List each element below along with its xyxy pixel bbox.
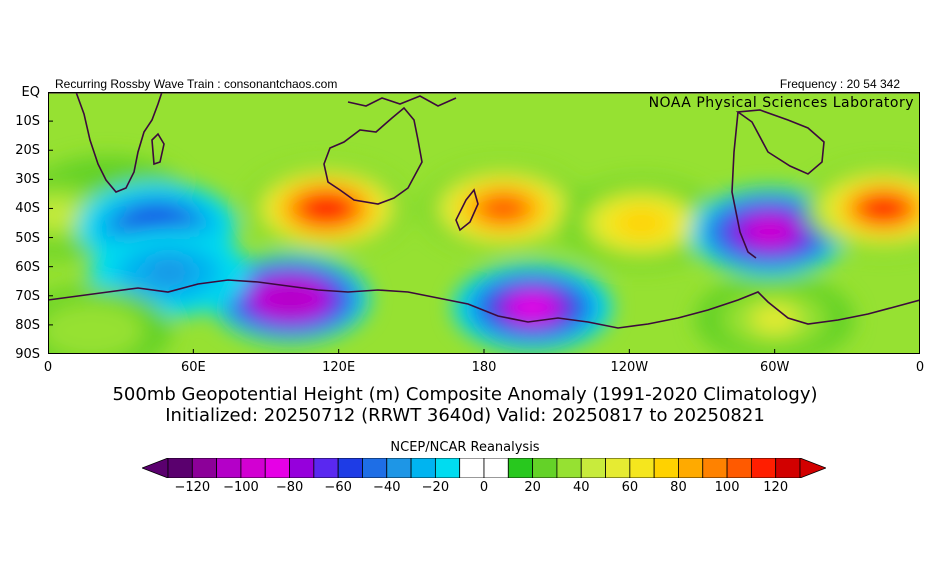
colorbar-swatch-11 <box>434 458 461 478</box>
new-zealand-coast <box>455 188 479 232</box>
antarctica-coast <box>48 279 920 329</box>
lat-label-70s: 70S <box>15 288 40 304</box>
header-left-text: Recurring Rossby Wave Train : consonantc… <box>55 77 338 91</box>
lon-label-3: 180 <box>471 360 497 375</box>
colorbar-swatch-6 <box>313 458 339 478</box>
colorbar-min-arrow <box>142 458 169 478</box>
lat-label-20s: 20S <box>15 143 40 159</box>
colorbar-swatch-15 <box>532 458 558 478</box>
indonesia-coast <box>347 95 457 107</box>
colorbar-label-5: −20 <box>421 480 450 495</box>
colorbar-swatch-16 <box>556 458 582 478</box>
map-title: 500mb Geopotential Height (m) Composite … <box>112 384 818 405</box>
colorbar-label-10: 80 <box>670 480 687 495</box>
colorbar-swatch-3 <box>240 458 266 478</box>
colorbar-label-7: 20 <box>524 480 541 495</box>
anomaly-center-6 <box>452 263 613 352</box>
colorbar-swatch-8 <box>362 458 388 478</box>
colorbar-label-8: 40 <box>572 480 590 495</box>
colorbar-label-11: 100 <box>714 480 740 495</box>
lon-label-1: 60E <box>180 360 206 375</box>
colorbar-label-6: 0 <box>479 480 489 495</box>
anomaly-center-3 <box>246 164 407 253</box>
colorbar-swatch-10 <box>410 458 436 478</box>
colorbar-swatch-23 <box>726 458 752 478</box>
colorbar-swatch-1 <box>191 458 218 478</box>
colorbar-swatch-18 <box>605 458 631 478</box>
madagascar-coast <box>151 132 165 166</box>
colorbar-swatch-21 <box>678 458 704 478</box>
colorbar-label-4: −40 <box>373 480 401 495</box>
map-valid-dates: Initialized: 20250712 (RRWT 3640d) Valid… <box>165 405 765 426</box>
colorbar-swatch-7 <box>337 458 363 478</box>
lon-label-2: 120E <box>322 360 356 375</box>
lat-label-90s: 90S <box>15 347 40 362</box>
colorbar-swatch-2 <box>216 458 242 478</box>
lat-label-10s: 10S <box>15 114 40 130</box>
colorbar-label-9: 60 <box>621 480 639 495</box>
colorbar-swatch-9 <box>386 458 412 478</box>
anomaly-center-5 <box>423 164 584 253</box>
colorbar-label-1: −100 <box>223 480 259 495</box>
colorbar-swatch-14 <box>507 458 534 478</box>
colorbar-swatch-25 <box>775 458 801 478</box>
colorbar-label-12: 120 <box>763 480 789 495</box>
africa-coast <box>75 92 163 193</box>
lon-label-0: 0 <box>43 360 53 375</box>
colorbar-swatch-17 <box>580 458 606 478</box>
lat-label-50s: 50S <box>15 230 40 246</box>
colorbar-swatch-24 <box>750 458 777 478</box>
colorbar-swatch-22 <box>702 458 728 478</box>
lat-label-60s: 60S <box>15 259 40 275</box>
lat-label-80s: 80S <box>15 317 40 333</box>
lat-label-40s: 40S <box>15 201 40 217</box>
south-america-coast <box>731 109 825 259</box>
colorbar-swatch-19 <box>629 458 655 478</box>
lat-label-eq: EQ <box>21 85 40 100</box>
colorbar-swatch-12 <box>459 458 485 478</box>
coastlines <box>48 92 920 329</box>
header-right-text: Frequency : 20 54 342 <box>779 77 900 91</box>
colorbar <box>142 458 826 478</box>
anomaly-center-7 <box>561 179 722 267</box>
anomaly-center-9 <box>803 164 920 253</box>
lon-label-5: 60W <box>759 360 790 375</box>
colorbar-title: NCEP/NCAR Reanalysis <box>390 440 540 455</box>
colorbar-label-2: −80 <box>275 480 304 495</box>
colorbar-label-3: −60 <box>324 480 352 495</box>
colorbar-swatch-20 <box>653 458 679 478</box>
lat-label-30s: 30S <box>15 172 40 188</box>
colorbar-max-arrow <box>799 458 826 478</box>
colorbar-swatch-13 <box>483 458 509 478</box>
lon-label-4: 120W <box>610 360 649 375</box>
anomaly-map: NOAA Physical Sciences Laboratory <box>48 92 920 354</box>
lon-label-6: 0 <box>915 360 925 375</box>
map-canvas <box>48 92 920 354</box>
anomaly-center-12 <box>48 286 172 354</box>
anomaly-center-10 <box>694 275 855 354</box>
colorbar-swatch-0 <box>167 458 193 478</box>
australia-coast <box>323 106 423 205</box>
colorbar-swatch-4 <box>264 458 290 478</box>
colorbar-swatch-5 <box>289 458 315 478</box>
noaa-credit: NOAA Physical Sciences Laboratory <box>648 95 914 111</box>
colorbar-label-0: −120 <box>174 480 211 495</box>
